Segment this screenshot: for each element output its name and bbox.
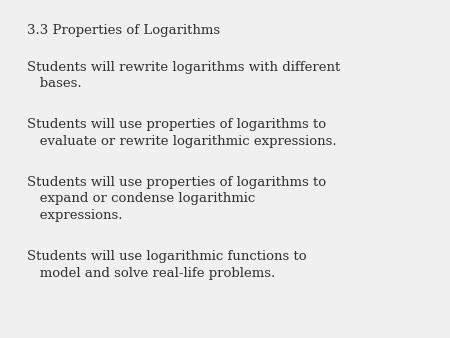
Text: Students will use properties of logarithms to
   expand or condense logarithmic
: Students will use properties of logarith… — [27, 176, 326, 222]
Text: 3.3 Properties of Logarithms: 3.3 Properties of Logarithms — [27, 24, 220, 37]
Text: Students will use properties of logarithms to
   evaluate or rewrite logarithmic: Students will use properties of logarith… — [27, 118, 337, 148]
Text: Students will use logarithmic functions to
   model and solve real-life problems: Students will use logarithmic functions … — [27, 250, 306, 280]
Text: Students will rewrite logarithms with different
   bases.: Students will rewrite logarithms with di… — [27, 61, 340, 90]
